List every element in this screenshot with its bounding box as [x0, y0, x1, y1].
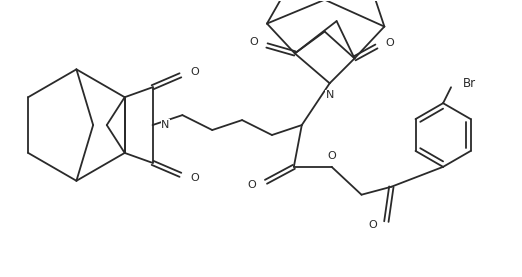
Text: N: N [161, 120, 170, 130]
Text: O: O [368, 220, 377, 230]
Text: O: O [190, 67, 199, 77]
Text: O: O [385, 39, 394, 48]
Text: N: N [325, 90, 334, 100]
Text: Br: Br [462, 77, 476, 90]
Text: O: O [247, 180, 256, 190]
Text: O: O [190, 173, 199, 183]
Text: O: O [250, 37, 258, 47]
Text: O: O [327, 151, 336, 161]
